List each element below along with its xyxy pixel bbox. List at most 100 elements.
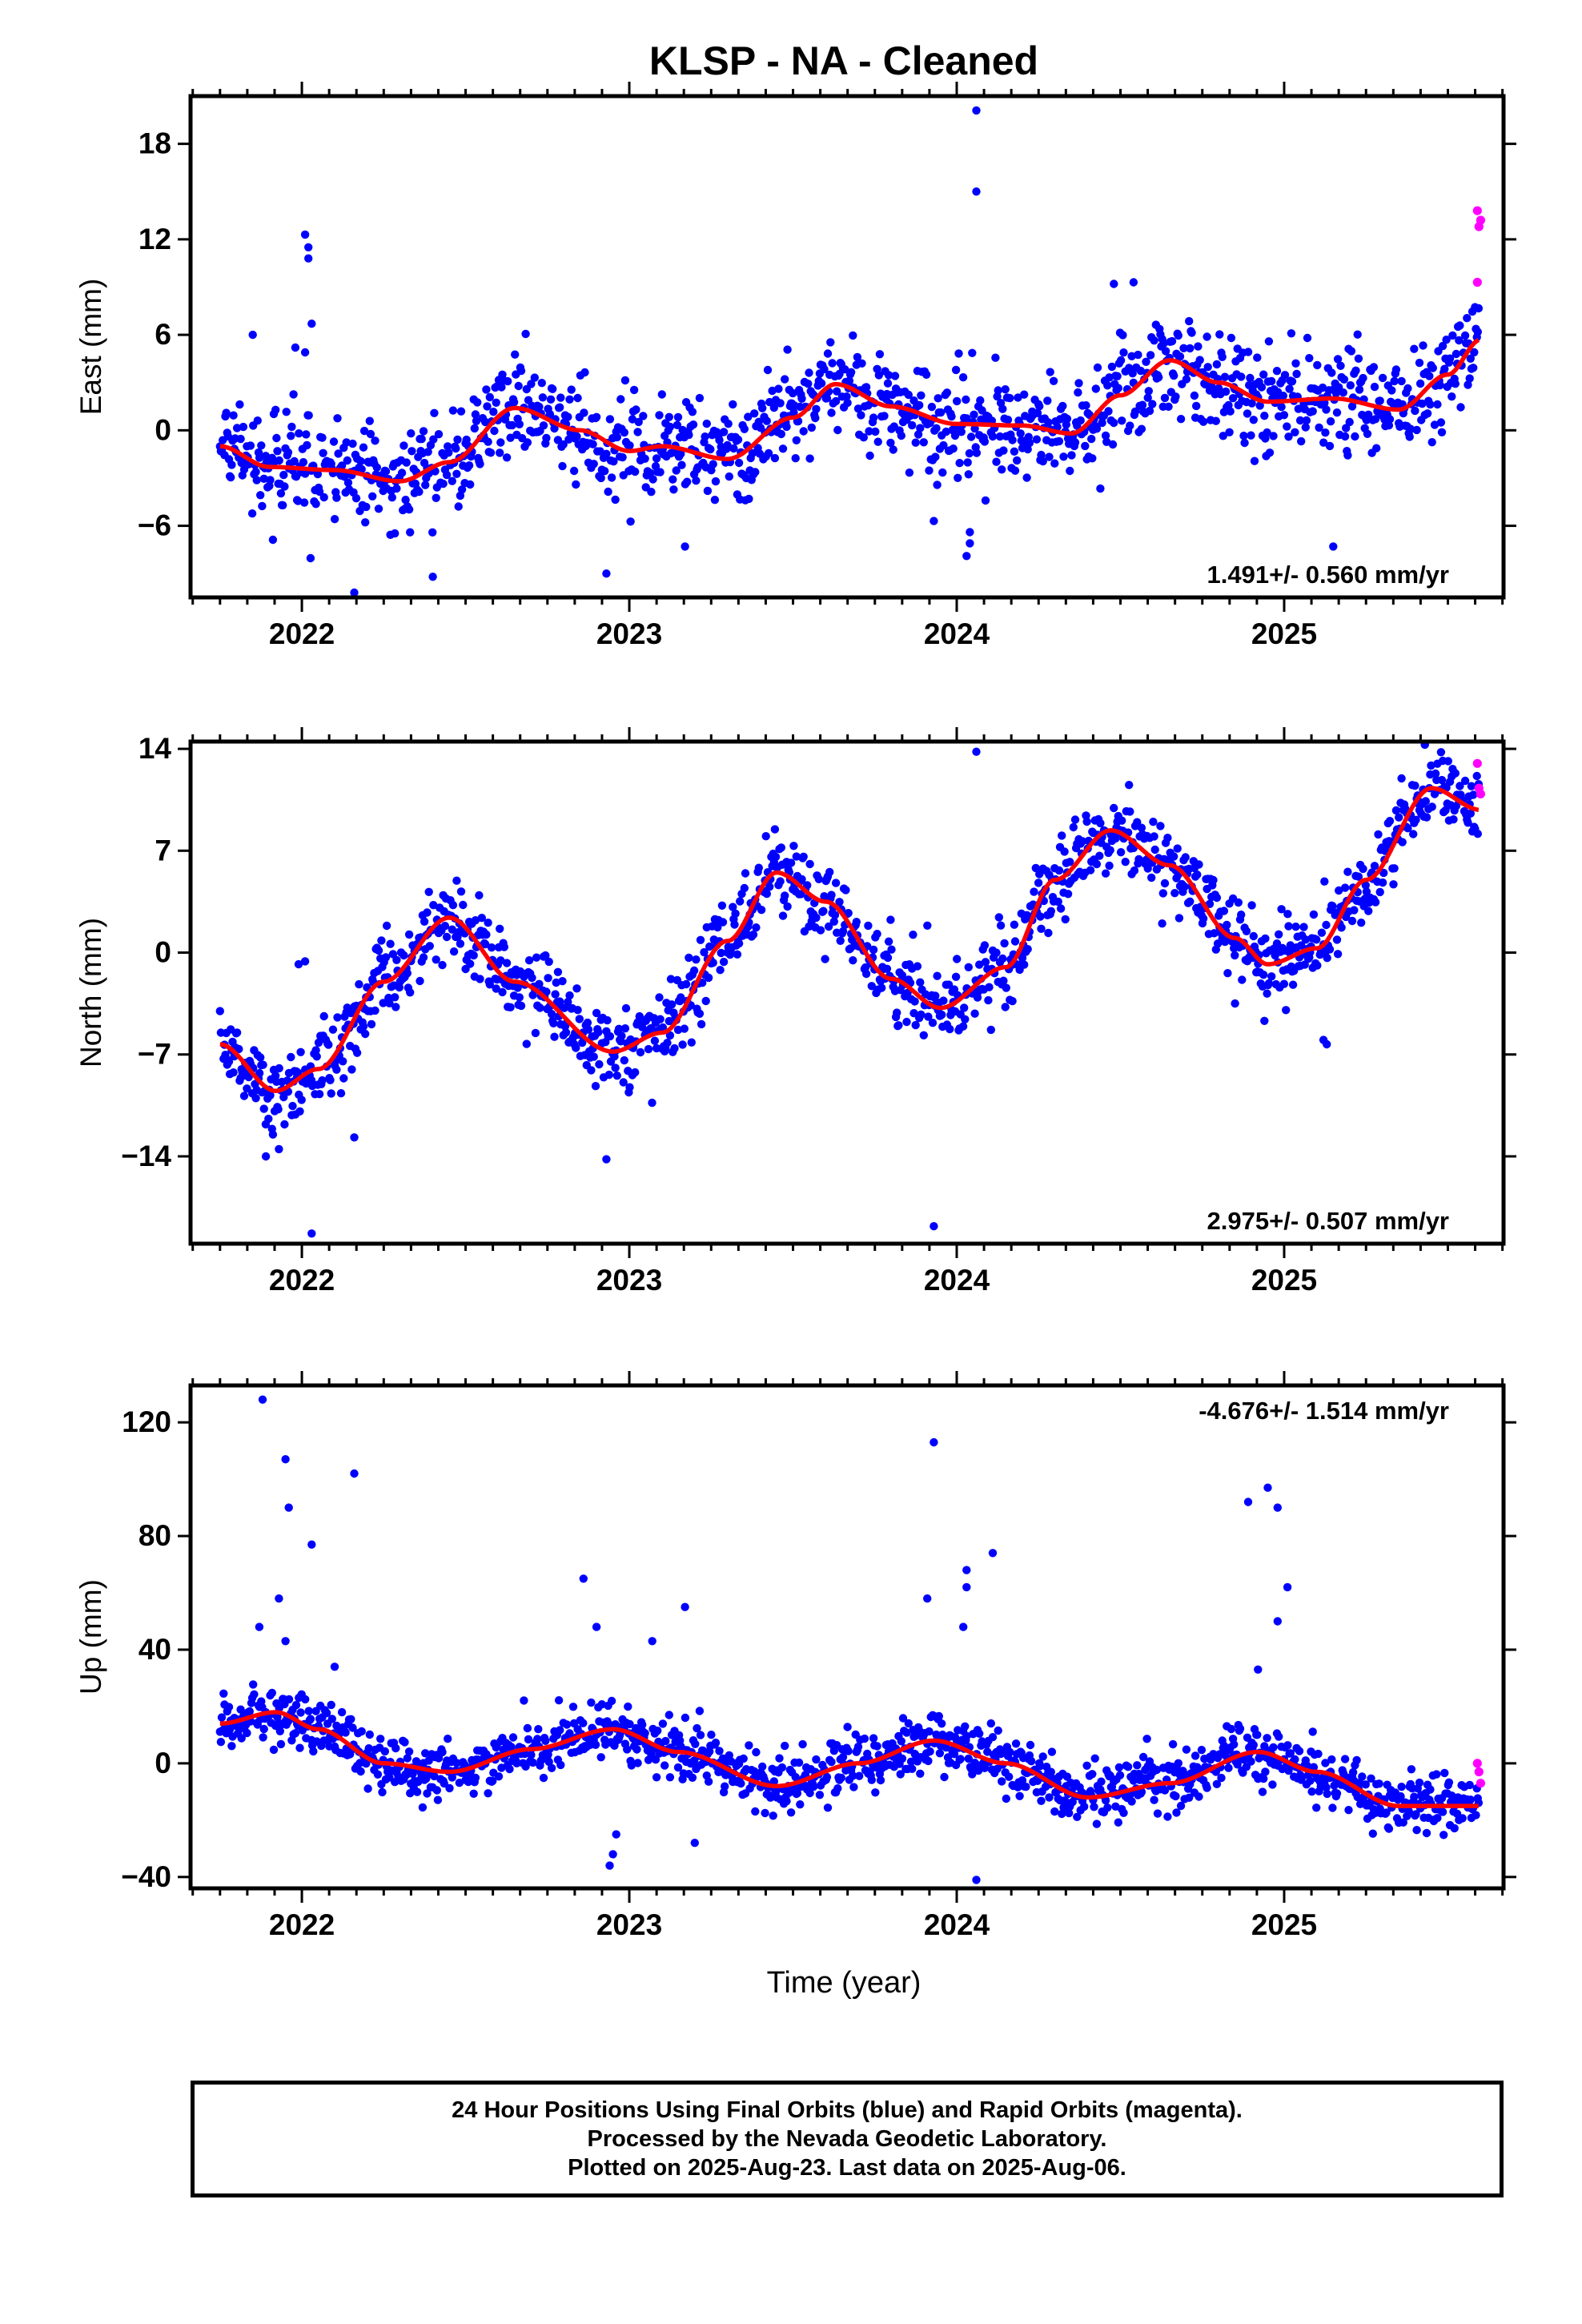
data-point (798, 1739, 807, 1749)
data-point (377, 936, 386, 945)
data-point (580, 408, 588, 417)
data-point (927, 402, 937, 412)
data-point (1439, 1831, 1448, 1839)
data-point (1302, 416, 1311, 425)
data-point (1455, 336, 1464, 345)
data-point (750, 409, 759, 418)
data-point (627, 1761, 636, 1770)
data-point (612, 432, 621, 442)
data-point (604, 1070, 613, 1080)
data-point (673, 420, 682, 429)
data-point (1267, 972, 1276, 981)
data-point (421, 480, 430, 489)
data-point (799, 852, 808, 862)
data-point (1160, 879, 1170, 888)
data-point (318, 433, 327, 442)
data-point (849, 1771, 857, 1780)
data-point (578, 1038, 587, 1047)
data-point (432, 1786, 441, 1795)
data-point (651, 1755, 661, 1764)
data-point (264, 1114, 273, 1124)
data-point (777, 429, 785, 439)
data-point (765, 883, 774, 891)
data-point (938, 468, 947, 477)
data-point (1043, 396, 1052, 405)
data-point (739, 1754, 748, 1763)
rapid-orbit-point (1472, 206, 1482, 215)
data-point (1209, 875, 1218, 885)
data-point (908, 1764, 917, 1773)
data-point (488, 1776, 497, 1786)
data-point (485, 392, 494, 402)
data-point (1174, 331, 1183, 340)
data-point (573, 393, 582, 403)
data-point (347, 1065, 356, 1074)
data-point (348, 439, 357, 448)
data-point (1018, 954, 1027, 963)
data-point (771, 852, 781, 862)
data-point (295, 429, 303, 438)
data-point (332, 1721, 341, 1731)
data-point (1353, 330, 1362, 339)
data-point (597, 1700, 606, 1709)
data-point (542, 433, 551, 443)
data-point (269, 1745, 279, 1755)
data-point (677, 993, 685, 1002)
data-point (1473, 830, 1483, 838)
data-point (591, 1082, 600, 1091)
data-point (687, 1038, 696, 1047)
data-point (448, 1773, 456, 1782)
data-point (1086, 866, 1095, 875)
outlier-point (972, 187, 981, 196)
data-point (898, 1714, 908, 1723)
data-point (1297, 941, 1306, 950)
data-point (287, 1052, 295, 1062)
data-point (861, 383, 871, 392)
data-point (492, 984, 500, 993)
data-point (1327, 368, 1336, 377)
data-point (1110, 803, 1118, 813)
data-point (713, 923, 722, 932)
data-point (992, 948, 1001, 957)
data-point (975, 1729, 984, 1738)
data-point (306, 1715, 315, 1723)
data-point (950, 1750, 959, 1759)
data-point (715, 1747, 724, 1755)
data-point (591, 1740, 600, 1749)
data-point (789, 388, 797, 398)
data-point (423, 1789, 432, 1798)
data-point (1340, 432, 1350, 441)
data-point (849, 1783, 858, 1791)
data-point (1285, 384, 1294, 393)
data-point (1243, 348, 1253, 356)
data-point (247, 509, 257, 518)
data-point (799, 427, 808, 436)
data-point (587, 1066, 596, 1075)
data-point (268, 535, 278, 545)
data-point (1062, 414, 1072, 424)
y-tick-label: −14 (121, 1140, 171, 1172)
data-point (683, 477, 692, 486)
outlier-point (258, 1395, 267, 1404)
data-point (556, 393, 565, 402)
data-point (1005, 1772, 1014, 1781)
data-point (719, 428, 729, 436)
data-point (1090, 1754, 1099, 1763)
outlier-point (930, 517, 938, 525)
data-point (807, 423, 816, 432)
data-point (652, 454, 661, 463)
x-axis-label: Time (year) (767, 1966, 921, 2000)
data-point (1243, 409, 1252, 418)
data-point (603, 1015, 612, 1025)
data-point (964, 470, 974, 479)
data-point (1279, 979, 1289, 988)
data-point (1130, 866, 1139, 875)
data-point (500, 943, 508, 951)
data-point (1199, 417, 1208, 426)
data-point (1006, 393, 1014, 403)
x-tick-label: 2024 (924, 1908, 990, 1941)
data-point (611, 495, 620, 505)
data-point (620, 428, 628, 437)
data-point (253, 416, 262, 425)
data-point (1322, 920, 1331, 930)
